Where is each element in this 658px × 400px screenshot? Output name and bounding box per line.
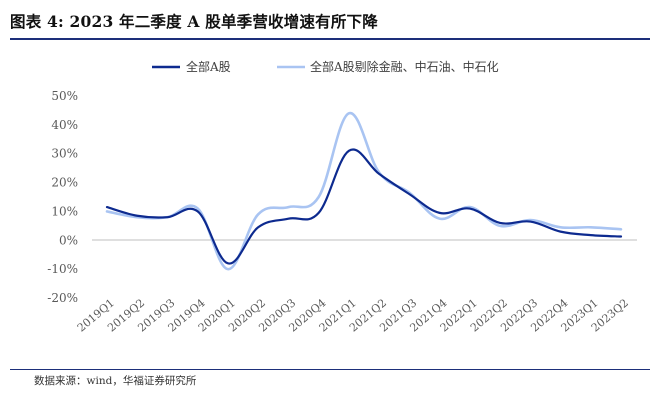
plot-area — [105, 112, 623, 271]
source-note: 数据来源：wind，华福证券研究所 — [34, 375, 197, 387]
title-bar: 图表 4: 2023 年二季度 A 股单季营收增速有所下降 — [10, 10, 650, 40]
chart-title: 图表 4: 2023 年二季度 A 股单季营收增速有所下降 — [10, 12, 378, 31]
series-line-ex-financials — [105, 112, 623, 271]
y-tick-label: 50% — [51, 89, 78, 103]
y-tick-label: 0% — [59, 233, 78, 247]
y-tick-label: 30% — [51, 147, 78, 161]
y-tick-label: 20% — [51, 176, 78, 190]
y-axis: 50% 40% 30% 20% 10% 0% -10% -20% — [47, 89, 78, 305]
line-chart: 全部A股 全部A股剔除金融、中石油、中石化 50% 40% 30% 20% 10% 0% -1… — [47, 59, 637, 335]
y-tick-label: 40% — [51, 118, 78, 132]
y-tick-label: -20% — [47, 291, 78, 305]
title-divider — [10, 38, 650, 40]
legend-label: 全部A股 — [186, 59, 231, 74]
legend: 全部A股 全部A股剔除金融、中石油、中石化 — [152, 59, 499, 74]
y-tick-label: -10% — [47, 262, 78, 276]
x-axis: 2019Q12019Q22019Q32019Q42020Q12020Q22020… — [75, 239, 637, 335]
series-line-all-a-shares — [105, 148, 623, 265]
source-divider — [10, 369, 650, 370]
y-tick-label: 10% — [51, 204, 78, 218]
legend-label: 全部A股剔除金融、中石油、中石化 — [310, 59, 499, 74]
